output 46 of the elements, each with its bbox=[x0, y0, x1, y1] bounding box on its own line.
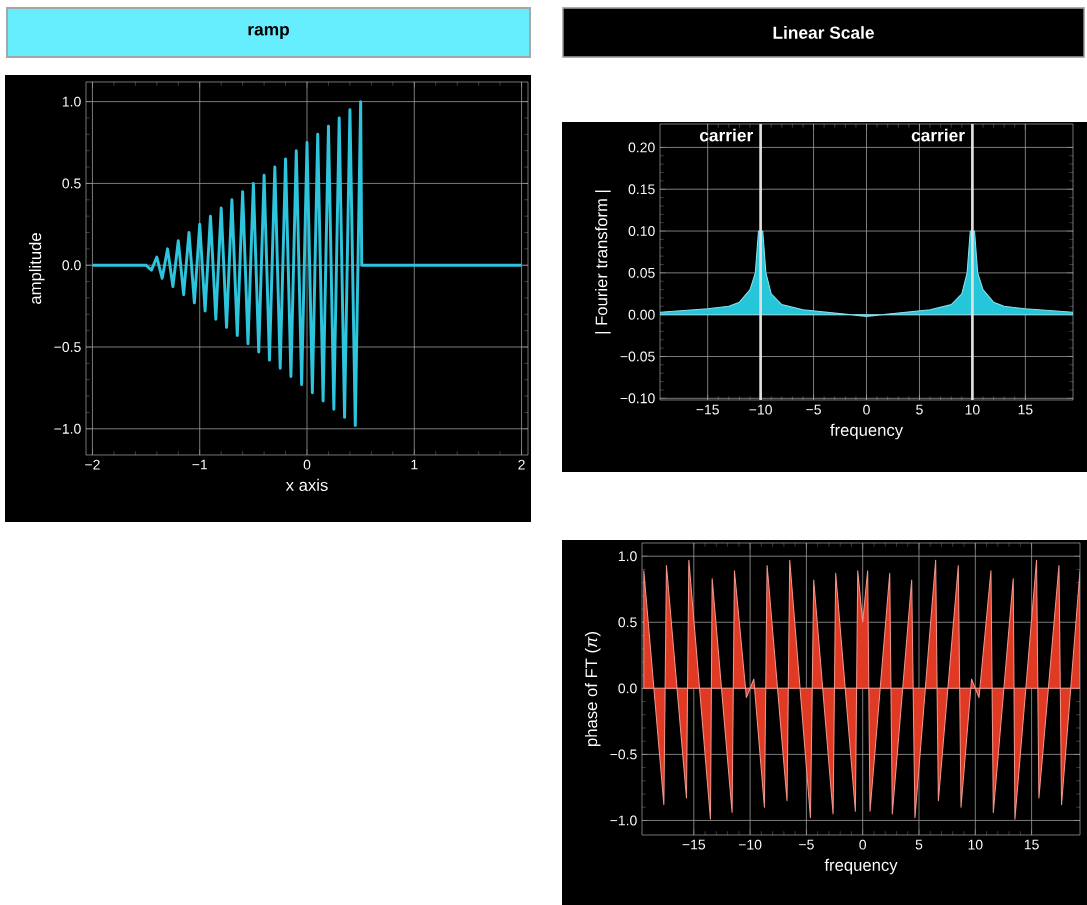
x-axis-title: x axis bbox=[285, 478, 328, 491]
ref-line-label: carrier bbox=[699, 128, 753, 142]
y-tick-label: 0.0 bbox=[62, 260, 81, 271]
y-tick-label: 1.0 bbox=[62, 96, 81, 107]
x-tick-label: 1 bbox=[411, 459, 418, 470]
y-tick-label: 1.0 bbox=[618, 551, 637, 562]
x-tick-label: 5 bbox=[916, 404, 923, 415]
x-tick-label: 10 bbox=[965, 404, 980, 415]
x-tick-label: −1 bbox=[192, 459, 208, 470]
x-tick-label: −5 bbox=[806, 404, 821, 415]
y-tick-label: 0.20 bbox=[628, 142, 655, 153]
y-tick-label: 0.5 bbox=[618, 617, 637, 628]
x-tick-label: 10 bbox=[968, 839, 983, 850]
chart-title: Linear Scale bbox=[773, 26, 874, 39]
y-tick-label: 0.0 bbox=[618, 683, 637, 694]
x-axis-title: frequency bbox=[824, 858, 898, 875]
y-tick-label: 0.00 bbox=[628, 309, 655, 320]
y-tick-label: −0.5 bbox=[54, 342, 81, 352]
x-tick-label: 0 bbox=[859, 839, 867, 850]
x-tick-label: 0 bbox=[303, 459, 311, 470]
y-tick-label: 0.15 bbox=[628, 184, 655, 195]
x-tick-label: −10 bbox=[738, 839, 762, 850]
y-tick-label: −0.5 bbox=[610, 749, 637, 760]
x-tick-label: −15 bbox=[696, 404, 719, 415]
y-tick-label: −0.10 bbox=[620, 393, 655, 404]
y-axis-title: | Fourier transform | bbox=[595, 190, 611, 334]
x-tick-label: 0 bbox=[863, 404, 870, 415]
y-axis-title: amplitude bbox=[28, 233, 45, 304]
y-tick-label: −1.0 bbox=[54, 423, 81, 434]
x-tick-label: 15 bbox=[1018, 404, 1033, 415]
x-tick-label: −15 bbox=[682, 839, 706, 850]
x-axis-title: frequency bbox=[830, 423, 904, 440]
y-tick-label: 0.5 bbox=[62, 178, 81, 189]
x-tick-label: 5 bbox=[915, 839, 923, 850]
x-tick-label: −2 bbox=[85, 459, 100, 470]
y-tick-label: 0.05 bbox=[628, 267, 655, 278]
y-tick-label: 0.10 bbox=[628, 226, 655, 237]
x-tick-label: 15 bbox=[1024, 839, 1039, 850]
ref-line-label: carrier bbox=[911, 128, 965, 142]
x-tick-label: −10 bbox=[749, 404, 772, 415]
chart-title: ramp bbox=[248, 26, 289, 39]
y-tick-label: −0.05 bbox=[620, 351, 655, 362]
y-tick-label: −1.0 bbox=[610, 815, 637, 826]
x-tick-label: −5 bbox=[799, 839, 814, 850]
x-tick-label: 2 bbox=[518, 459, 525, 470]
y-axis-title: phase of FT (π) bbox=[584, 631, 601, 746]
